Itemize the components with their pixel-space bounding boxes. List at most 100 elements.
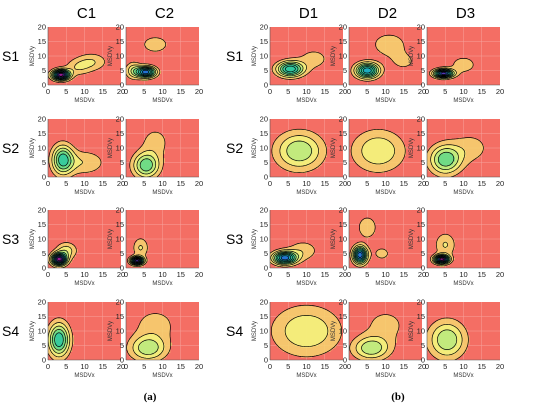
- y-tick-label: 10: [417, 144, 425, 153]
- x-axis-title: MSDVx: [453, 98, 473, 104]
- y-tick-label: 20: [417, 115, 425, 124]
- y-tick-label: 5: [343, 249, 347, 258]
- y-tick-label: 10: [38, 235, 46, 244]
- density-fill-level: [437, 329, 457, 351]
- y-tick-label: 0: [343, 81, 347, 90]
- x-tick-label: 0: [425, 270, 429, 279]
- contour-line: [349, 217, 388, 268]
- y-tick-label: 5: [343, 158, 347, 167]
- x-tick-label: 20: [195, 87, 203, 96]
- contour-line: [431, 67, 457, 80]
- contour-line: [438, 257, 446, 262]
- density-fill-level: [437, 152, 455, 166]
- contour-line: [284, 314, 329, 348]
- row-label: S4: [2, 323, 19, 339]
- x-tick-label: 15: [478, 179, 486, 188]
- x-tick-label: 15: [177, 362, 185, 371]
- contour-line: [437, 151, 455, 167]
- y-tick-label: 10: [116, 235, 124, 244]
- contour-line: [126, 313, 172, 360]
- contour-line: [48, 242, 77, 268]
- density-fill-level: [363, 67, 372, 74]
- y-tick-label: 0: [264, 264, 268, 273]
- y-axis-title: MSDVy: [409, 46, 415, 66]
- y-axis-title: MSDVy: [108, 321, 114, 341]
- y-tick-label: 0: [42, 173, 46, 182]
- y-tick-label: 15: [116, 129, 124, 138]
- x-tick-label: 5: [64, 179, 68, 188]
- x-tick-label: 0: [124, 87, 128, 96]
- y-tick-label: 10: [38, 144, 46, 153]
- x-tick-label: 15: [321, 179, 329, 188]
- x-axis-title: MSDVx: [152, 373, 172, 379]
- contour-line: [357, 251, 363, 259]
- contour-line: [275, 252, 295, 263]
- x-axis-title: MSDVx: [453, 373, 473, 379]
- y-tick-label: 10: [260, 235, 268, 244]
- x-axis-title: MSDVx: [152, 190, 172, 196]
- x-tick-label: 5: [286, 270, 290, 279]
- x-tick-label: 10: [80, 362, 88, 371]
- contour-line: [49, 245, 73, 268]
- x-axis-title: MSDVx: [453, 281, 473, 287]
- y-tick-label: 20: [260, 23, 268, 32]
- y-tick-label: 10: [260, 52, 268, 61]
- y-tick-label: 0: [264, 356, 268, 365]
- density-fill-level: [286, 140, 313, 162]
- contour-line: [435, 255, 448, 263]
- contour-line: [362, 67, 372, 74]
- x-tick-label: 5: [142, 179, 146, 188]
- y-tick-label: 10: [339, 235, 347, 244]
- y-tick-label: 5: [42, 158, 46, 167]
- x-tick-label: 20: [339, 362, 347, 371]
- row-labels: S1 S2 S3 S4 S1 S2 S3 S4: [2, 48, 243, 339]
- density-fill-level: [55, 332, 63, 348]
- x-tick-label: 0: [268, 362, 272, 371]
- y-tick-label: 5: [42, 66, 46, 75]
- y-tick-label: 10: [116, 52, 124, 61]
- y-tick-label: 0: [120, 173, 124, 182]
- x-tick-label: 10: [381, 179, 389, 188]
- y-tick-label: 20: [38, 298, 46, 307]
- y-tick-label: 5: [343, 66, 347, 75]
- contour-line: [277, 61, 304, 77]
- x-axis-title: MSDVx: [375, 373, 395, 379]
- y-tick-label: 5: [421, 249, 425, 258]
- x-tick-label: 0: [268, 179, 272, 188]
- contour-lines: [427, 137, 484, 177]
- contour-line: [48, 317, 74, 360]
- row-label: S2: [226, 140, 243, 156]
- y-tick-label: 15: [260, 37, 268, 46]
- y-axis-title: MSDVy: [252, 46, 258, 66]
- x-tick-label: 15: [400, 87, 408, 96]
- x-tick-label: 10: [381, 87, 389, 96]
- x-tick-label: 0: [124, 270, 128, 279]
- row-label: S1: [2, 48, 19, 64]
- contour-line: [284, 65, 296, 73]
- contour-line: [433, 254, 450, 264]
- contour-line: [278, 254, 292, 262]
- contour-line: [352, 245, 368, 264]
- density-fill: [350, 129, 406, 174]
- y-tick-label: 15: [339, 312, 347, 321]
- y-tick-label: 15: [339, 220, 347, 229]
- y-tick-label: 10: [339, 52, 347, 61]
- y-axis-title: MSDVy: [252, 138, 258, 158]
- contour-lines: [271, 128, 327, 173]
- x-tick-label: 5: [286, 87, 290, 96]
- x-axis-title: MSDVx: [375, 281, 395, 287]
- x-tick-label: 15: [478, 87, 486, 96]
- x-tick-label: 20: [496, 270, 504, 279]
- contour-lines: [126, 313, 172, 360]
- x-tick-label: 10: [158, 179, 166, 188]
- x-tick-label: 20: [496, 362, 504, 371]
- x-tick-label: 0: [347, 179, 351, 188]
- contour-lines: [271, 51, 325, 80]
- x-tick-label: 15: [321, 270, 329, 279]
- x-axis-title: MSDVx: [74, 190, 94, 196]
- y-axis-title: MSDVy: [30, 229, 36, 249]
- contour-line: [356, 250, 364, 260]
